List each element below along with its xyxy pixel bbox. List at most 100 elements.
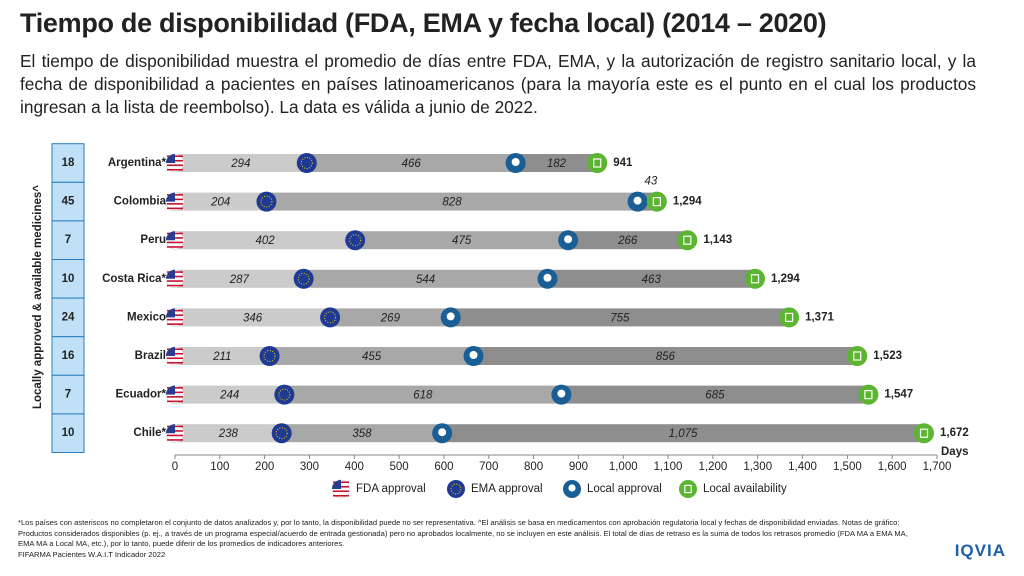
flag-bg [293,268,314,289]
medicines-cell [51,220,85,260]
x-tick-label: 0 [172,461,178,473]
fda-icon [165,230,185,250]
flag-stars [450,483,462,495]
x-tick-label: 1,200 [698,461,727,473]
total-label: 1,294 [771,273,800,285]
avail-icon [847,346,868,366]
total-label: 1,371 [805,311,834,323]
segment-label: 346 [243,312,263,324]
flag-canton [166,192,175,202]
medicines-count: 10 [62,427,75,439]
flag-bg [345,230,366,251]
x-tick-label: 1,400 [788,461,817,473]
x-tick-label: 900 [569,461,588,473]
flag-stars [300,157,313,169]
local-icon [440,307,461,328]
avail-bg [858,384,879,405]
avail-icon [646,191,667,212]
segment-label: 287 [229,274,250,286]
bar-segment [568,231,688,250]
flag-canton [332,480,341,489]
local-icon [627,191,648,212]
fda-icon [165,192,185,211]
segment-label: 828 [442,197,462,209]
footnotes: *Los países con asteriscos no completaro… [18,518,908,560]
segment-label: 475 [452,235,472,247]
ema-icon [447,480,465,498]
flag-mark [557,389,566,398]
bar-segment [266,192,638,211]
local-icon [537,268,558,289]
category-label: Peru [140,234,166,246]
flag-stars [278,388,291,401]
bar-segment [175,347,270,365]
legend-label: Local approval [587,483,662,495]
x-tick-label: 300 [300,461,319,473]
x-tick-label: 800 [524,461,543,473]
flag-mark [564,235,573,244]
x-tick-label: 1,500 [833,461,862,473]
legend-label: FDA approval [356,483,426,495]
x-tick-label: 1,600 [878,461,907,473]
avail-mark [652,197,661,207]
flag-bg [271,423,292,444]
flag-canton [166,231,175,241]
avail-bg [914,423,935,444]
avail-bg [646,191,667,212]
flag-mark [446,312,455,321]
avail-bg [679,480,697,498]
flag-mark [633,196,642,205]
flag-bg [296,153,317,173]
footnote: *Los países con asteriscos no completaro… [18,518,908,548]
x-tick-label: 1,100 [654,461,683,473]
flag-bg [256,191,277,212]
bar-segment [473,347,858,365]
flag-canton [166,269,175,279]
segment-label: 463 [642,274,662,286]
flag-bg [320,307,341,328]
ema-icon [293,268,314,289]
ema-icon [320,307,341,328]
bar-segment [175,154,307,172]
segment-label: 455 [362,351,382,363]
avail-icon [679,480,697,498]
flag-stars [260,195,273,208]
bar-segment [284,385,562,404]
medicines-cell [51,143,85,183]
bar-segment [175,308,331,327]
flag-canton [166,308,175,318]
x-tick-label: 1,000 [609,461,638,473]
flag-stars [349,234,362,247]
bar-segment [330,308,451,327]
medicines-cell [51,259,85,299]
bar-segment [442,424,925,443]
fda-icon [165,385,185,404]
avail-mark [684,484,692,494]
flag-bg [259,346,280,366]
x-tick-label: 1,300 [743,461,772,473]
category-label: Ecuador* [116,389,167,401]
medicines-cell [51,297,85,338]
fda-icon [331,479,351,499]
bar-segment [450,308,790,327]
medicines-count: 16 [62,350,75,362]
segment-label: 204 [210,197,230,209]
medicines-cell [51,374,85,415]
x-tick-label: 400 [345,461,364,473]
avail-icon [858,384,879,405]
fda-icon [165,346,185,366]
avail-bg [847,346,868,366]
flag-mark [511,158,520,166]
x-tick-label: 1,700 [923,461,952,473]
segment-label: 856 [656,351,676,363]
medicines-label: Locally approved & available medicines^ [32,185,44,409]
segment-label: 244 [219,390,239,402]
flag-canton [166,347,175,356]
total-label: 1,294 [673,196,702,208]
category-label: Colombia [114,196,167,208]
segment-label: 1,075 [669,428,698,440]
fda-icon [165,269,185,289]
bar-segment [355,231,569,250]
medicines-count: 7 [65,234,71,246]
avail-mark [919,428,929,438]
